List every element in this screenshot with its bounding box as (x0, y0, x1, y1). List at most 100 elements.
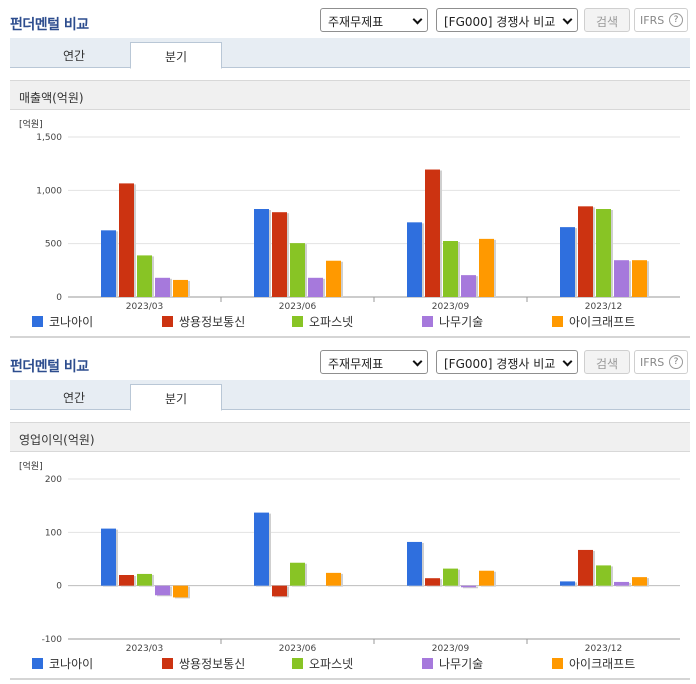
divider (10, 336, 690, 338)
bar (479, 570, 494, 586)
bar (272, 585, 287, 597)
chart-header: 매출액(억원) (10, 80, 690, 110)
bar (290, 243, 305, 297)
statement-type-select[interactable]: 주재무제표 (320, 8, 428, 32)
legend-swatch (552, 316, 563, 327)
y-tick-label: 200 (45, 475, 62, 485)
x-tick-label: 2023/09 (432, 644, 470, 654)
bar (560, 581, 575, 586)
bar (119, 575, 134, 586)
legend-label: 쌍용정보통신 (179, 315, 246, 329)
statement-type-select[interactable]: 주재무제표 (320, 350, 428, 374)
legend-label: 오파스넷 (309, 657, 354, 671)
legend-swatch (32, 316, 43, 327)
chevron-down-icon (562, 14, 573, 25)
unit-label: [억원] (19, 460, 43, 472)
bar (578, 549, 593, 586)
legend-item[interactable]: 쌍용정보통신 (162, 313, 245, 330)
legend-label: 나무기술 (439, 657, 484, 671)
bar (596, 565, 611, 586)
legend-item[interactable]: 나무기술 (422, 313, 483, 330)
statement-type-value: 주재무제표 (328, 357, 384, 371)
legend-item[interactable]: 오파스넷 (292, 655, 353, 672)
tab-annual[interactable]: 연간 (62, 49, 86, 63)
legend-label: 오파스넷 (309, 315, 354, 329)
bar (254, 512, 269, 586)
bar (326, 572, 341, 586)
legend-swatch (292, 316, 303, 327)
legend-label: 나무기술 (439, 315, 484, 329)
legend-item[interactable]: 쌍용정보통신 (162, 655, 245, 672)
y-tick-label: 1,000 (36, 186, 62, 196)
period-tabs: 연간 분기 (10, 380, 690, 411)
bar (290, 562, 305, 586)
bar (578, 206, 593, 297)
bar (614, 581, 629, 586)
x-tick-label: 2023/03 (126, 644, 163, 654)
x-tick-label: 2023/06 (279, 644, 317, 654)
bar (425, 578, 440, 586)
bar (155, 585, 170, 596)
legend-item[interactable]: 코나아이 (32, 313, 93, 330)
bar (461, 275, 476, 297)
legend-swatch (162, 316, 173, 327)
search-button[interactable]: 검색 (584, 8, 630, 32)
bar (254, 209, 269, 297)
tab-quarterly[interactable]: 분기 (130, 42, 222, 69)
legend-swatch (292, 658, 303, 669)
bar (173, 585, 188, 598)
legend-swatch (422, 658, 433, 669)
ifrs-button[interactable]: IFRS ? (634, 8, 688, 32)
legend-label: 아이크래프트 (569, 315, 636, 329)
chevron-down-icon (412, 356, 423, 367)
bar (407, 222, 422, 297)
tab-quarterly[interactable]: 분기 (130, 384, 222, 411)
tab-annual[interactable]: 연간 (62, 391, 86, 405)
chart-legend: 코나아이 쌍용정보통신 오파스넷 나무기술 아이크래프트 (32, 313, 682, 329)
bar (560, 227, 575, 297)
search-button[interactable]: 검색 (584, 350, 630, 374)
legend-swatch (162, 658, 173, 669)
legend-item[interactable]: 오파스넷 (292, 313, 353, 330)
divider (10, 678, 690, 680)
help-icon[interactable]: ? (669, 13, 683, 27)
bar (119, 183, 134, 297)
chart-header: 영업이익(억원) (10, 422, 690, 452)
ifrs-button[interactable]: IFRS ? (634, 350, 688, 374)
bar (479, 238, 494, 297)
ifrs-label: IFRS (640, 14, 665, 27)
unit-label: [억원] (19, 118, 43, 130)
legend-label: 코나아이 (49, 657, 94, 671)
x-tick-label: 2023/06 (279, 302, 317, 312)
legend-item[interactable]: 아이크래프트 (552, 655, 635, 672)
fundamental-section-operating-profit: 펀더멘털 비교 주재무제표 [FG000] 경쟁사 비교 검색 IFRS ? 연… (0, 342, 696, 684)
legend-swatch (32, 658, 43, 669)
x-tick-label: 2023/12 (585, 302, 622, 312)
peer-group-select[interactable]: [FG000] 경쟁사 비교 (436, 350, 578, 374)
bar (407, 541, 422, 586)
peer-group-value: [FG000] 경쟁사 비교 (444, 357, 556, 371)
legend-label: 아이크래프트 (569, 657, 636, 671)
bar (101, 230, 116, 297)
bar (101, 528, 116, 586)
bar (632, 577, 647, 586)
bar (272, 212, 287, 297)
legend-item[interactable]: 아이크래프트 (552, 313, 635, 330)
fundamental-section-revenue: 펀더멘털 비교 주재무제표 [FG000] 경쟁사 비교 검색 IFRS ? 연… (10, 8, 690, 338)
help-icon[interactable]: ? (669, 355, 683, 369)
bar (632, 260, 647, 297)
chart-legend: 코나아이 쌍용정보통신 오파스넷 나무기술 아이크래프트 (32, 655, 682, 671)
statement-type-value: 주재무제표 (328, 15, 384, 29)
bar (443, 568, 458, 586)
x-tick-label: 2023/09 (432, 302, 470, 312)
legend-item[interactable]: 나무기술 (422, 655, 483, 672)
revenue-chart: [억원] 0 500 1,000 1,500 2023/03 2023/06 2023/09… (19, 118, 680, 312)
y-tick-label: 500 (45, 240, 62, 250)
bar-shadow (463, 586, 478, 589)
period-tabs: 연간 분기 (10, 38, 690, 69)
peer-group-select[interactable]: [FG000] 경쟁사 비교 (436, 8, 578, 32)
section-title: 펀더멘털 비교 (10, 17, 89, 33)
legend-label: 코나아이 (49, 315, 94, 329)
legend-item[interactable]: 코나아이 (32, 655, 93, 672)
bar (173, 279, 188, 297)
